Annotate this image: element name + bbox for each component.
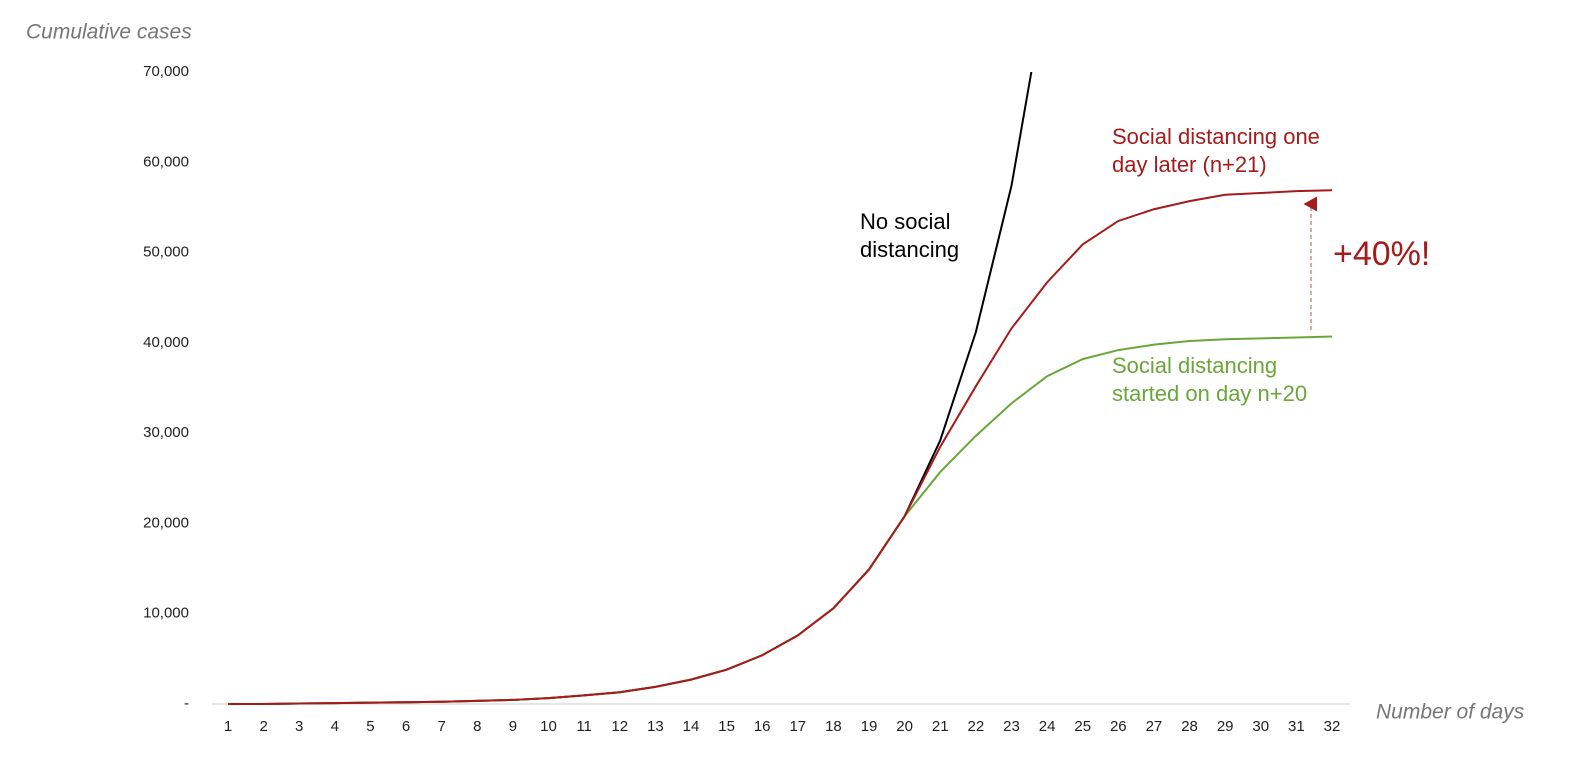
x-tick-label: 26: [1110, 718, 1127, 735]
y-tick-label: 10,000: [143, 605, 189, 622]
x-tick-label: 25: [1074, 718, 1091, 735]
y-tick-label: 30,000: [143, 424, 189, 441]
x-tick-label: 11: [576, 718, 592, 735]
y-tick-label: 40,000: [143, 334, 189, 351]
x-tick-label: 31: [1288, 718, 1305, 735]
x-tick-label: 1: [224, 718, 232, 735]
x-tick-label: 5: [366, 718, 374, 735]
x-tick-label: 13: [647, 718, 664, 735]
x-tick-label: 22: [968, 718, 985, 735]
x-tick-label: 23: [1003, 718, 1020, 735]
x-tick-label: 21: [932, 718, 949, 735]
x-tick-label: 30: [1252, 718, 1269, 735]
x-tick-label: 15: [718, 718, 735, 735]
x-tick-label: 4: [331, 718, 339, 735]
x-tick-label: 12: [611, 718, 628, 735]
x-tick-label: 29: [1217, 718, 1234, 735]
x-tick-label: 18: [825, 718, 842, 735]
x-tick-label: 9: [509, 718, 517, 735]
x-tick-label: 10: [540, 718, 557, 735]
x-tick-label: 7: [438, 718, 446, 735]
x-tick-label: 2: [259, 718, 267, 735]
x-tick-label: 24: [1039, 718, 1056, 735]
series-line: [228, 189, 1333, 705]
series-label: Social distancing one day later (n+21): [1112, 124, 1320, 177]
annotation: +40%!: [1333, 235, 1430, 273]
x-tick-label: 17: [789, 718, 806, 735]
x-tick-label: 32: [1324, 718, 1341, 735]
x-tick-label: 3: [295, 718, 303, 735]
y-tick-label: 60,000: [143, 153, 189, 170]
x-axis-title: Number of days: [1376, 701, 1525, 724]
x-tick-label: 27: [1146, 718, 1163, 735]
y-tick-label: 70,000: [143, 63, 189, 80]
x-tick-label: 14: [683, 718, 700, 735]
x-tick-label: 19: [861, 718, 878, 735]
series-label: No social distancing: [860, 209, 960, 262]
x-tick-label: 28: [1181, 718, 1198, 735]
x-tick-label: 20: [896, 718, 913, 735]
x-tick-label: 8: [473, 718, 481, 735]
y-tick-label: 20,000: [143, 514, 189, 531]
series-label: Social distancing started on day n+20: [1112, 353, 1308, 406]
y-tick-label: -: [184, 695, 189, 712]
y-axis-title: Cumulative cases: [26, 21, 192, 44]
x-tick-label: 6: [402, 718, 410, 735]
x-tick-label: 16: [754, 718, 771, 735]
series-line: [228, 72, 1033, 705]
y-tick-label: 50,000: [143, 244, 189, 261]
